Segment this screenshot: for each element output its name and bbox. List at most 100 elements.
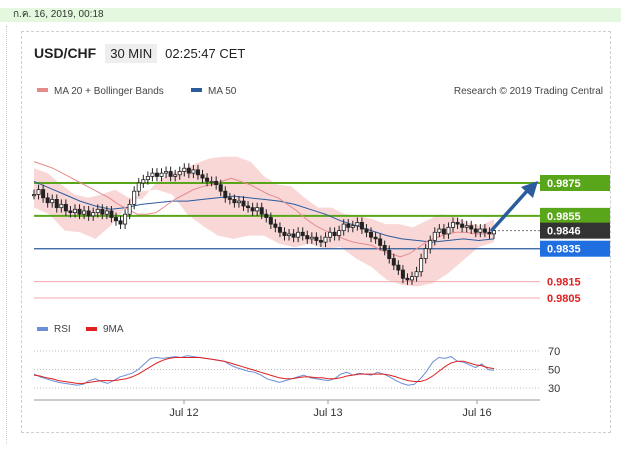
candle-body xyxy=(113,217,118,222)
candle-body xyxy=(164,171,169,174)
level-badge-0.9855 xyxy=(540,207,610,224)
candle-body xyxy=(264,213,269,218)
candle-body xyxy=(182,167,187,172)
candle-body xyxy=(250,207,255,212)
candle-body xyxy=(441,228,446,235)
timestamp-bar: ก.ค. 16, 2019, 00:18 xyxy=(0,8,621,22)
candle-body xyxy=(296,231,301,238)
candle-body xyxy=(109,210,114,218)
candle-body xyxy=(236,200,241,204)
symbol-label: USD/CHF xyxy=(34,45,97,61)
candle-body xyxy=(391,258,396,266)
candle-body xyxy=(464,225,469,228)
level-badge-0.9846 xyxy=(540,222,610,239)
candle-body xyxy=(382,245,387,251)
candle-body xyxy=(487,231,492,235)
candle-body xyxy=(154,172,159,177)
candle-body xyxy=(419,258,424,273)
candle-body xyxy=(195,169,200,176)
candle-body xyxy=(473,228,478,233)
candle-body xyxy=(400,269,405,279)
candle-body xyxy=(423,248,428,259)
candle-body xyxy=(355,222,360,227)
candle-body xyxy=(191,169,196,174)
candle-body xyxy=(141,179,146,184)
candle-body xyxy=(323,236,328,243)
candle-body xyxy=(241,200,246,207)
candle-body xyxy=(168,171,173,177)
level-badge-0.9875 xyxy=(540,175,610,191)
candle-body xyxy=(54,199,59,209)
ma20-line xyxy=(33,161,495,258)
candle-body xyxy=(277,226,282,233)
level-label-0.9835: 0.9835 xyxy=(547,244,581,256)
x-tick-label-2: Jul 16 xyxy=(462,407,491,419)
candle-body xyxy=(36,189,41,195)
candle-body xyxy=(173,174,178,177)
candle-body xyxy=(100,208,105,215)
candle-body xyxy=(314,236,319,241)
candle-body xyxy=(177,171,182,176)
x-tick-label-0: Jul 12 xyxy=(169,407,198,419)
timeframe-badge[interactable]: 30 MIN xyxy=(105,43,158,63)
candle-body xyxy=(63,203,68,212)
forecast-arrow-head xyxy=(521,181,538,198)
legend-swatch-ma50 xyxy=(191,88,202,92)
bollinger-band-fill xyxy=(34,156,494,287)
candle-body xyxy=(50,199,55,204)
candle-body xyxy=(127,203,132,215)
candle-body xyxy=(136,182,141,192)
candle-body xyxy=(346,223,351,228)
candle-body xyxy=(227,197,232,200)
candle-body xyxy=(350,225,355,228)
rsi9ma-legend-swatch xyxy=(86,327,97,331)
chart-header: USD/CHF 30 MIN 02:25:47 CET xyxy=(34,43,246,63)
candle-body xyxy=(273,223,278,228)
legend-swatch-ma20 xyxy=(37,88,48,92)
rsi9ma-legend-label: 9MA xyxy=(103,324,124,335)
candle-body xyxy=(287,233,292,236)
candle-body xyxy=(455,222,460,225)
candle-body xyxy=(337,230,342,236)
candle-body xyxy=(396,264,401,271)
candle-body xyxy=(387,249,392,259)
candle-body xyxy=(214,180,219,186)
candle-body xyxy=(305,235,310,240)
candle-body xyxy=(41,189,46,199)
candle-body xyxy=(159,172,164,177)
candle-body xyxy=(145,176,150,181)
candle-body xyxy=(218,184,223,192)
candle-body xyxy=(77,208,82,215)
credit-label: Research © 2019 Trading Central xyxy=(454,86,603,97)
level-badge-0.9835 xyxy=(540,240,610,257)
candle-body xyxy=(369,231,374,238)
level-label-0.9815: 0.9815 xyxy=(547,277,581,289)
rsi-series-9ma xyxy=(33,357,495,384)
x-tick-label-1: Jul 13 xyxy=(313,407,342,419)
rsi-legend-swatch xyxy=(37,327,48,331)
candle-body xyxy=(373,236,378,240)
rsi-tick-70: 70 xyxy=(548,346,560,358)
candle-body xyxy=(328,231,333,238)
candle-body xyxy=(478,228,483,233)
candle-body xyxy=(318,240,323,243)
server-time: 02:25:47 CET xyxy=(165,45,246,61)
legend-ma20-label: MA 20 + Bollinger Bands xyxy=(54,86,164,97)
candle-body xyxy=(460,223,465,228)
candle-body xyxy=(82,210,87,215)
candle-body xyxy=(223,190,228,199)
ma50-line xyxy=(33,180,495,243)
candle-body xyxy=(364,228,369,233)
level-label-0.9855: 0.9855 xyxy=(547,211,581,223)
candle-body xyxy=(469,225,474,230)
level-label-0.9805: 0.9805 xyxy=(547,293,581,305)
candle-body xyxy=(291,233,296,238)
candle-body xyxy=(300,231,305,236)
candle-body xyxy=(428,240,433,250)
candle-body xyxy=(405,277,410,281)
candle-body xyxy=(341,223,346,232)
candle-body xyxy=(68,210,73,213)
candle-body xyxy=(45,197,50,204)
level-label-0.9875: 0.9875 xyxy=(547,178,581,190)
